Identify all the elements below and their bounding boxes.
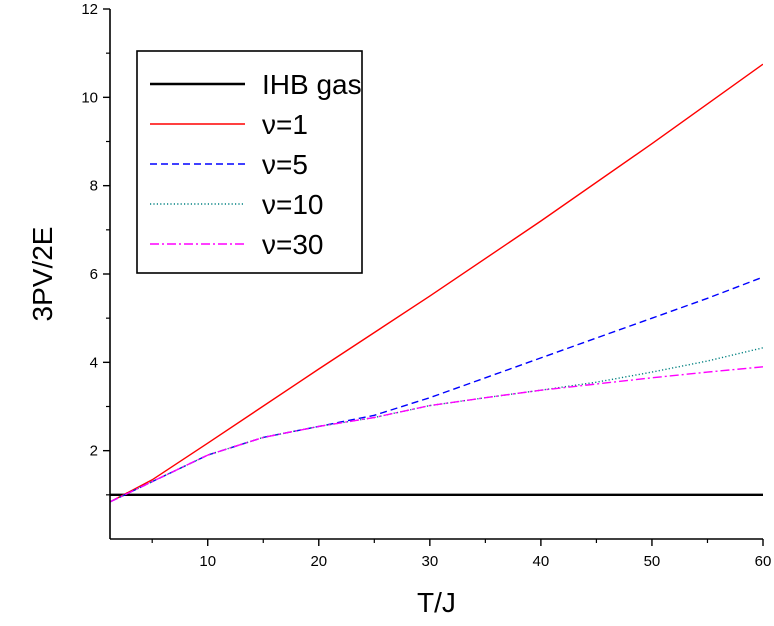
x-tick-label: 60 bbox=[755, 553, 772, 570]
x-tick-label: 10 bbox=[199, 553, 216, 570]
series-line-nu-5 bbox=[110, 276, 763, 503]
x-tick-label: 40 bbox=[533, 553, 550, 570]
legend-label-nu-30: ν=30 bbox=[262, 229, 324, 260]
plot-lines bbox=[110, 63, 763, 503]
series-line-nu-1 bbox=[110, 63, 763, 503]
x-tick-label: 30 bbox=[421, 553, 438, 570]
series-line-nu-30 bbox=[110, 366, 763, 503]
legend-label-nu-10: ν=10 bbox=[262, 189, 324, 220]
y-tick-label: 10 bbox=[81, 89, 98, 106]
legend-label-nu-5: ν=5 bbox=[262, 149, 308, 180]
series-line-nu-10 bbox=[110, 347, 763, 503]
legend-label-ihb-gas: IHB gas bbox=[262, 69, 362, 100]
y-tick-label: 8 bbox=[90, 178, 98, 195]
x-tick-label: 20 bbox=[310, 553, 327, 570]
ticks: 10 20 30 40 50 60 2 4 6 8 10 12 bbox=[81, 1, 771, 570]
y-tick-label: 12 bbox=[81, 1, 98, 18]
x-axis-title: T/J bbox=[417, 587, 456, 618]
y-axis-title: 3PV/2E bbox=[27, 227, 58, 322]
legend: IHB gas ν=1 ν=5 ν=10 ν=30 bbox=[136, 50, 363, 274]
legend-label-nu-1: ν=1 bbox=[262, 109, 308, 140]
x-tick-label: 50 bbox=[644, 553, 661, 570]
legend-box bbox=[136, 50, 363, 274]
y-tick-label: 4 bbox=[90, 354, 98, 371]
y-tick-label: 2 bbox=[90, 443, 98, 460]
y-tick-label: 6 bbox=[90, 266, 98, 283]
